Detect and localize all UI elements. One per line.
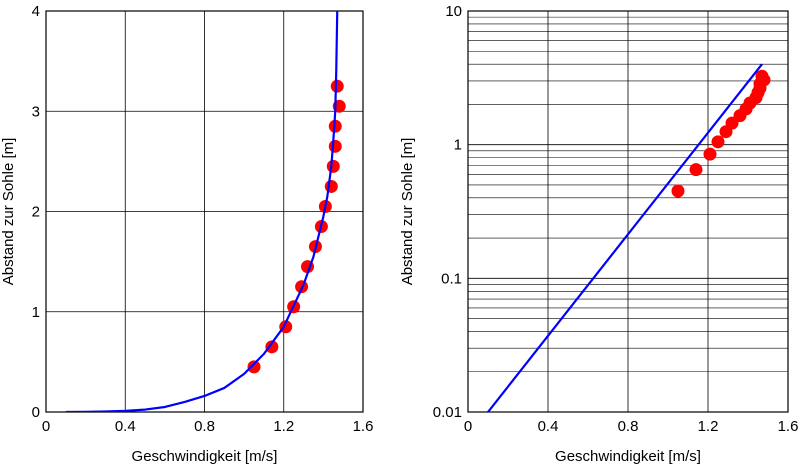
y-tick-label: 1 (454, 137, 462, 154)
chart-panel-1: 0 0.4 0.8 1.2 1.6 0 1 2 3 4 Geschwindigkeit [m/s] A… (0, 3, 373, 465)
y-tick-label: 1 (32, 304, 40, 321)
chart-panel-2: 0 0.4 0.8 1.2 1.6 0.01 0.1 1 10 Geschwindigkeit [… (399, 3, 798, 465)
y-tick-label: 0.01 (433, 404, 462, 421)
y-tick-label: 4 (32, 3, 40, 20)
data-point (324, 179, 338, 193)
x-tick-label: 0 (42, 418, 50, 435)
data-point (755, 69, 769, 83)
grid (45, 10, 364, 413)
plot-frame (45, 10, 364, 413)
data-point (326, 159, 340, 173)
data-point (328, 139, 342, 153)
x-tick-label: 0.4 (115, 418, 136, 435)
x-axis-label: Geschwindigkeit [m/s] (132, 448, 278, 465)
y-tick-label: 2 (32, 204, 40, 221)
data-point (265, 340, 279, 354)
y-tick-label: 0.1 (441, 270, 462, 287)
y-axis-label: Abstand zur Sohle [m] (399, 138, 416, 286)
data-layer (65, 11, 346, 412)
series-line (487, 63, 763, 412)
x-tick-label: 1.6 (778, 418, 799, 435)
y-tick-label: 10 (445, 3, 462, 20)
data-point (711, 135, 725, 149)
x-tick-label: 0 (464, 418, 472, 435)
data-point (247, 360, 261, 374)
data-point (703, 147, 717, 161)
data-point (689, 163, 703, 177)
plot-frame (467, 10, 789, 413)
data-point (330, 79, 344, 93)
data-layer (487, 63, 771, 412)
series-line (65, 11, 339, 412)
y-axis-label: Abstand zur Sohle [m] (0, 138, 17, 286)
data-point (671, 184, 685, 198)
x-tick-label: 0.4 (538, 418, 559, 435)
x-tick-label: 0.8 (618, 418, 639, 435)
y-tick-label: 0 (32, 404, 40, 421)
y-tick-label: 3 (32, 103, 40, 120)
x-tick-label: 1.6 (353, 418, 374, 435)
x-tick-label: 0.8 (194, 418, 215, 435)
x-tick-label: 1.2 (273, 418, 294, 435)
x-axis-label: Geschwindigkeit [m/s] (555, 448, 701, 465)
grid (467, 11, 789, 413)
x-tick-label: 1.2 (698, 418, 719, 435)
